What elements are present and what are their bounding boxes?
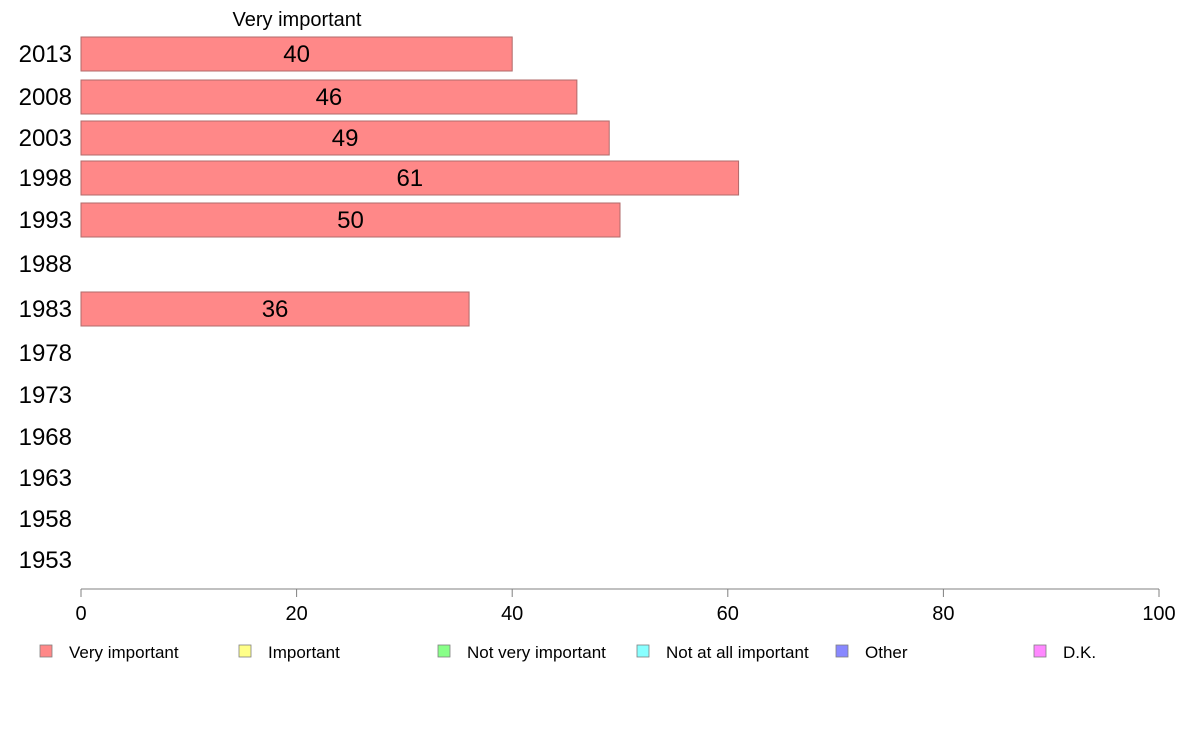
bar [80,120,610,156]
category-label: 1953 [19,547,72,574]
category-label: 1958 [19,506,72,533]
x-tick-label: 100 [1142,603,1175,625]
x-tick-label: 60 [717,603,739,625]
category-label: 1978 [19,340,72,367]
bars [80,36,740,327]
bar-value-label: 40 [283,41,310,68]
category-label: 2003 [19,125,72,152]
bar-value-label: 50 [337,207,364,234]
bar [80,160,740,196]
category-label: 1963 [19,465,72,492]
legend-label: D.K. [1063,643,1096,662]
bar-value-label: 61 [396,165,423,192]
x-tick-label: 80 [932,603,954,625]
legend-swatch [39,644,53,658]
legend-label: Other [865,643,908,662]
series-title: Very important [233,9,362,31]
legend: Very important Important Not very importan… [39,643,1096,662]
category-label: 1973 [19,382,72,409]
category-label: 1993 [19,207,72,234]
category-labels: 2013 2008 2003 1998 1993 1988 1983 1978 1973 1968… [19,41,72,574]
x-tick-label: 20 [285,603,307,625]
bar-value-label: 49 [332,125,359,152]
bar-value-label: 46 [316,84,343,111]
category-label: 2013 [19,41,72,68]
category-label: 1998 [19,165,72,192]
legend-label: Not at all important [666,643,809,662]
category-label: 1988 [19,251,72,278]
category-label: 1968 [19,424,72,451]
x-tick-label: 40 [501,603,523,625]
bar [80,202,621,238]
x-tick-label: 0 [75,603,86,625]
legend-swatch [636,644,650,658]
legend-label: Not very important [467,643,606,662]
legend-swatch [238,644,252,658]
legend-swatch [437,644,451,658]
legend-label: Very important [69,643,179,662]
legend-swatch [835,644,849,658]
bar-value-label: 36 [262,296,289,323]
legend-label: Important [268,643,340,662]
category-label: 1983 [19,296,72,323]
category-label: 2008 [19,84,72,111]
x-ticks: 0 20 40 60 80 100 [75,589,1176,625]
bar [80,291,470,327]
legend-swatch [1033,644,1047,658]
bar [80,79,578,115]
bar [80,36,513,72]
